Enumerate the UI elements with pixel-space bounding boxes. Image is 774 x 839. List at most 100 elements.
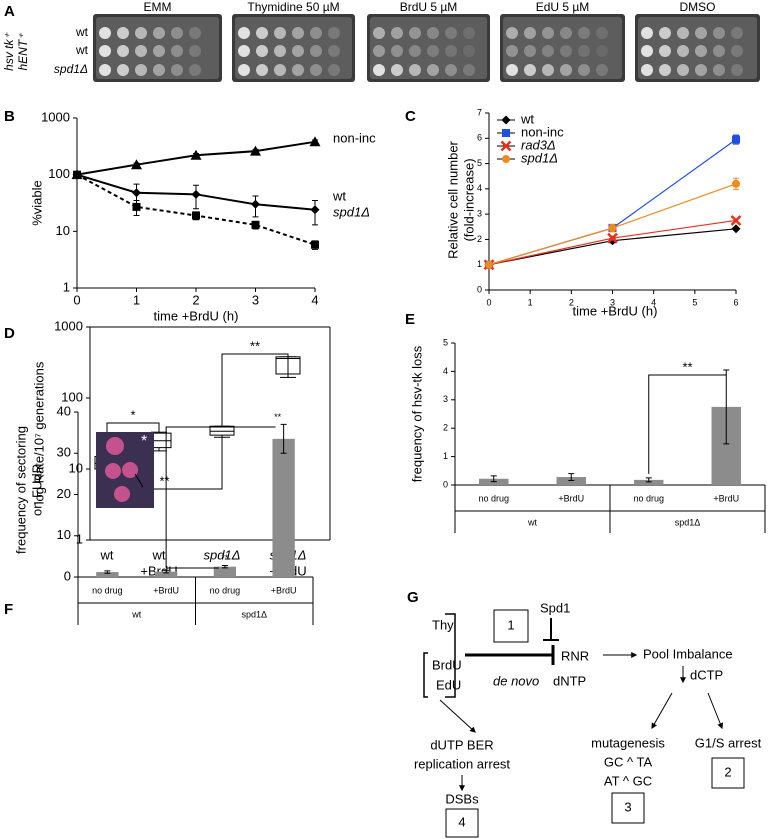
marker bbox=[732, 135, 740, 144]
condition-label: EMM bbox=[144, 0, 172, 14]
spot bbox=[596, 45, 608, 57]
node: Spd1 bbox=[540, 600, 570, 615]
x-tick-label: 3 bbox=[610, 297, 615, 307]
spot bbox=[117, 64, 129, 76]
y-tick-label: 6 bbox=[477, 133, 482, 143]
y-tick-label: 7 bbox=[477, 107, 482, 117]
y-tick-label: 20 bbox=[57, 486, 71, 501]
y-tick-label: 5 bbox=[477, 158, 482, 168]
error-bar bbox=[104, 570, 111, 574]
spot bbox=[641, 45, 653, 57]
y-tick-label: 4 bbox=[477, 183, 482, 193]
condition-label: DMSO bbox=[680, 0, 716, 14]
spot bbox=[542, 27, 554, 39]
spot bbox=[256, 27, 268, 39]
spot bbox=[596, 27, 608, 39]
y-tick-label: 0 bbox=[64, 568, 71, 583]
x-tick-label: 3 bbox=[252, 292, 259, 307]
error-bar bbox=[280, 423, 287, 454]
node: G1/S arrest bbox=[695, 735, 762, 750]
error-bar bbox=[568, 473, 575, 481]
marker bbox=[73, 170, 81, 179]
significance-bracket bbox=[221, 353, 289, 426]
spot bbox=[328, 64, 340, 76]
significance: ** bbox=[250, 338, 260, 353]
spot bbox=[578, 45, 590, 57]
node: EdU bbox=[436, 677, 461, 692]
bar bbox=[96, 572, 119, 577]
spot bbox=[99, 45, 111, 57]
spot bbox=[659, 27, 671, 39]
y-tick-label: 10 bbox=[69, 460, 83, 475]
box-label: 1 bbox=[507, 617, 514, 632]
error-bar bbox=[221, 564, 228, 569]
spot bbox=[153, 27, 165, 39]
box bbox=[209, 425, 235, 436]
spot bbox=[713, 27, 725, 39]
series-line bbox=[488, 228, 737, 266]
x-tick-label: +BrdU bbox=[713, 493, 739, 503]
spot bbox=[99, 64, 111, 76]
spot bbox=[189, 45, 201, 57]
spot bbox=[171, 45, 183, 57]
arrow bbox=[707, 692, 724, 730]
marker bbox=[310, 205, 320, 215]
bar bbox=[213, 566, 237, 577]
spot bbox=[677, 64, 689, 76]
x-tick-label: 1 bbox=[528, 297, 533, 307]
y-tick-label: 1000 bbox=[54, 318, 83, 333]
spot bbox=[641, 64, 653, 76]
y-tick-label: 100 bbox=[61, 389, 83, 404]
spot bbox=[292, 45, 304, 57]
bar bbox=[556, 477, 586, 485]
spot bbox=[427, 45, 439, 57]
spot bbox=[373, 64, 385, 76]
node: dNTP bbox=[553, 673, 586, 688]
spot bbox=[274, 64, 286, 76]
chart: F 0 10 20 30 40 frequency of sectoring on FUdR n… bbox=[4, 403, 314, 625]
significance: ** bbox=[221, 553, 229, 563]
node: DSBs bbox=[445, 791, 479, 806]
y-tick-label: 100 bbox=[48, 166, 70, 181]
y-tick-label: 1 bbox=[76, 531, 83, 546]
spot bbox=[409, 64, 421, 76]
spot bbox=[731, 27, 743, 39]
marker bbox=[500, 140, 512, 152]
colony bbox=[105, 463, 121, 479]
marker bbox=[502, 129, 510, 137]
x-tick-label: 4 bbox=[311, 292, 318, 307]
legend-label: spd1Δ bbox=[521, 150, 558, 165]
box bbox=[711, 757, 745, 789]
box bbox=[445, 808, 479, 838]
spot bbox=[506, 45, 518, 57]
bar bbox=[634, 479, 664, 485]
spot bbox=[578, 27, 590, 39]
spot bbox=[578, 64, 590, 76]
arrow bbox=[651, 692, 673, 730]
node: BrdU bbox=[432, 657, 462, 672]
spot bbox=[463, 45, 475, 57]
marker bbox=[132, 202, 141, 211]
x-axis-label: time +BrdU (h) bbox=[573, 303, 658, 318]
chart: C 0 1 2 3 4 5 6 7 Relative cell number (fold-incre… bbox=[405, 107, 742, 318]
marker bbox=[192, 211, 200, 220]
series-label: spd1Δ bbox=[333, 204, 370, 219]
spot bbox=[135, 27, 147, 39]
marker bbox=[731, 224, 741, 234]
spot bbox=[524, 45, 536, 57]
x-tick-label: spd1Δ bbox=[204, 547, 241, 562]
marker bbox=[730, 215, 742, 226]
x-tick-label: 0 bbox=[486, 297, 491, 307]
node: GC ^ TA bbox=[604, 754, 653, 769]
legend-label: wt bbox=[520, 111, 534, 126]
strain-label: hsv tk⁺ bbox=[2, 32, 16, 71]
node: replication arrest bbox=[414, 756, 510, 771]
spot bbox=[153, 64, 165, 76]
spot bbox=[463, 64, 475, 76]
panel-letter: D bbox=[4, 325, 15, 342]
y-tick-label: 2 bbox=[477, 234, 482, 244]
spot bbox=[596, 64, 608, 76]
y-axis-label: on FUdR bbox=[29, 464, 44, 516]
